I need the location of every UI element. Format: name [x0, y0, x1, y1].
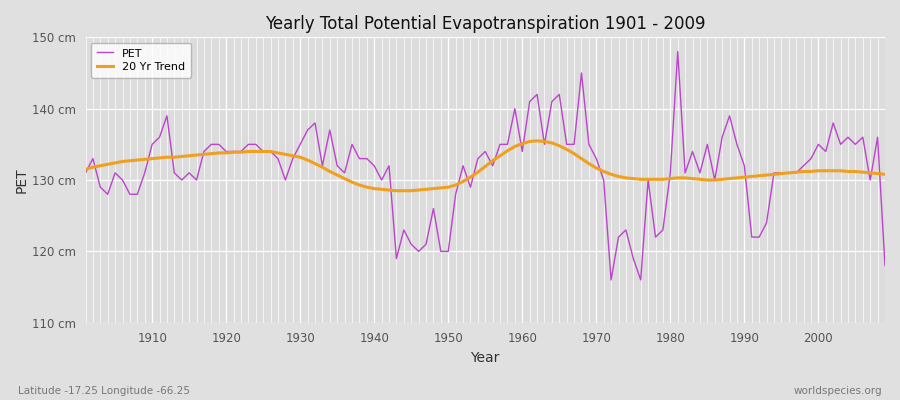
PET	[879, 263, 890, 268]
Line: PET: PET	[86, 52, 885, 280]
20 Yr Trend	[620, 176, 631, 180]
X-axis label: Year: Year	[471, 351, 500, 365]
PET	[672, 49, 683, 54]
20 Yr Trend	[80, 167, 91, 172]
Text: worldspecies.org: worldspecies.org	[794, 386, 882, 396]
Title: Yearly Total Potential Evapotranspiration 1901 - 2009: Yearly Total Potential Evapotranspiratio…	[265, 15, 706, 33]
PET	[140, 170, 150, 175]
PET	[517, 149, 527, 154]
PET	[613, 235, 624, 240]
Text: Latitude -17.25 Longitude -66.25: Latitude -17.25 Longitude -66.25	[18, 386, 190, 396]
20 Yr Trend	[525, 139, 535, 144]
Y-axis label: PET: PET	[15, 167, 29, 193]
Line: 20 Yr Trend: 20 Yr Trend	[86, 141, 885, 191]
PET	[80, 170, 91, 175]
20 Yr Trend	[346, 180, 357, 184]
20 Yr Trend	[879, 172, 890, 177]
20 Yr Trend	[140, 157, 150, 162]
Legend: PET, 20 Yr Trend: PET, 20 Yr Trend	[91, 43, 191, 78]
20 Yr Trend	[302, 158, 313, 162]
20 Yr Trend	[391, 188, 401, 193]
PET	[346, 142, 357, 147]
20 Yr Trend	[532, 138, 543, 143]
PET	[302, 128, 313, 132]
PET	[606, 278, 616, 282]
PET	[509, 106, 520, 111]
20 Yr Trend	[517, 141, 527, 146]
